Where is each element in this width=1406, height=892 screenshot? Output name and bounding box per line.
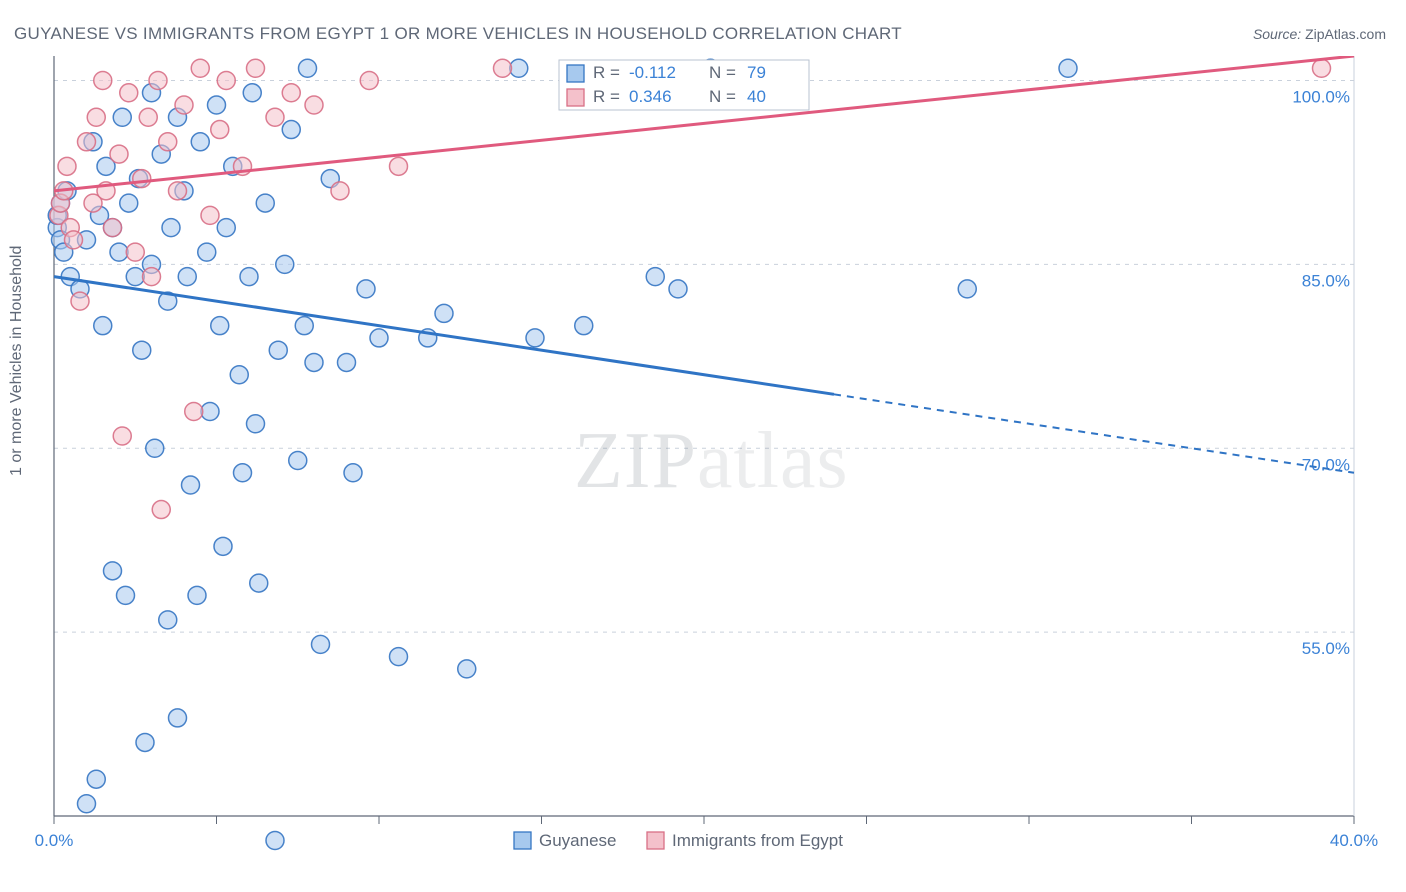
svg-text:85.0%: 85.0% bbox=[1302, 271, 1350, 290]
y-axis-label: 1 or more Vehicles in Household bbox=[8, 246, 26, 476]
svg-text:70.0%: 70.0% bbox=[1302, 455, 1350, 474]
svg-text:0.346: 0.346 bbox=[629, 87, 672, 106]
source-credit: Source: ZipAtlas.com bbox=[1253, 26, 1386, 42]
svg-text:79: 79 bbox=[747, 63, 766, 82]
svg-text:N =: N = bbox=[709, 87, 736, 106]
svg-text:55.0%: 55.0% bbox=[1302, 639, 1350, 658]
svg-text:40: 40 bbox=[747, 87, 766, 106]
scatter-chart: 55.0% 70.0% 85.0% 100.0% 0.0% 40.0% R = -0.112 N… bbox=[14, 56, 1406, 876]
svg-text:Immigrants from Egypt: Immigrants from Egypt bbox=[672, 831, 843, 850]
svg-text:100.0%: 100.0% bbox=[1292, 88, 1350, 107]
chart-area: 1 or more Vehicles in Household 55.0%70.… bbox=[14, 56, 1392, 846]
chart-title: GUYANESE VS IMMIGRANTS FROM EGYPT 1 OR M… bbox=[14, 24, 902, 44]
source-label: Source: bbox=[1253, 26, 1301, 42]
svg-text:-0.112: -0.112 bbox=[629, 63, 676, 82]
svg-text:R =: R = bbox=[593, 87, 620, 106]
svg-text:0.0%: 0.0% bbox=[35, 831, 74, 850]
svg-text:R =: R = bbox=[593, 63, 620, 82]
source-value: ZipAtlas.com bbox=[1305, 26, 1386, 42]
svg-text:40.0%: 40.0% bbox=[1330, 831, 1378, 850]
svg-text:N =: N = bbox=[709, 63, 736, 82]
svg-text:Guyanese: Guyanese bbox=[539, 831, 617, 850]
